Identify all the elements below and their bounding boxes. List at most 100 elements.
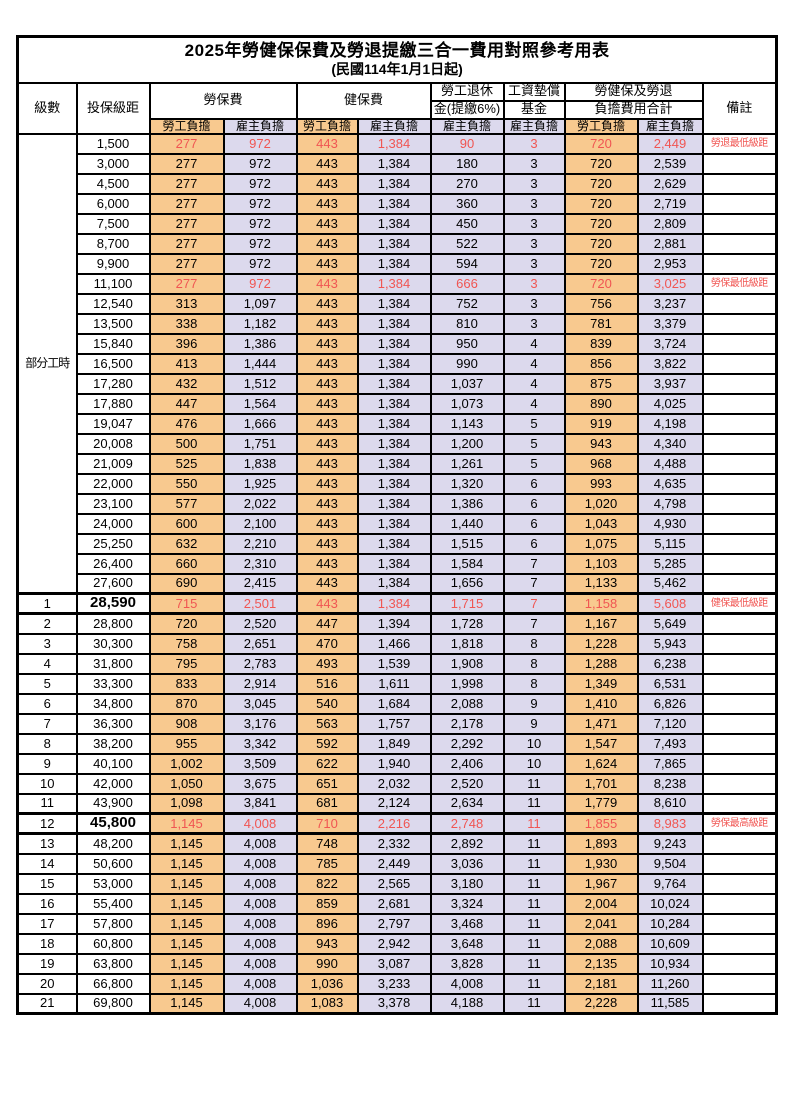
wage-fund-cell: 5 bbox=[502, 432, 566, 455]
labor-employer-cell: 972 bbox=[222, 252, 298, 275]
bracket-cell: 57,800 bbox=[75, 912, 151, 935]
total-employee-cell: 720 bbox=[563, 272, 639, 295]
health-employee-cell: 443 bbox=[295, 212, 359, 235]
labor-employer-cell: 2,210 bbox=[222, 532, 298, 555]
health-employee-cell: 443 bbox=[295, 352, 359, 375]
total-employer-cell: 8,983 bbox=[636, 812, 704, 836]
wage-fund-cell: 8 bbox=[502, 632, 566, 655]
level-cell: 8 bbox=[16, 732, 78, 755]
pension-cell: 1,320 bbox=[429, 472, 505, 495]
wage-fund-cell: 8 bbox=[502, 672, 566, 695]
total-employer-cell: 3,025 bbox=[636, 272, 704, 295]
note-cell bbox=[701, 452, 778, 475]
table-row: 5 33,300 833 2,914 516 1,611 1,998 8 1,349 6,531 bbox=[16, 672, 778, 695]
health-employer-cell: 1,940 bbox=[356, 752, 432, 775]
col-header-level: 級數 bbox=[16, 81, 78, 135]
bracket-cell: 23,100 bbox=[75, 492, 151, 515]
wage-fund-cell: 3 bbox=[502, 232, 566, 255]
health-employer-cell: 1,384 bbox=[356, 552, 432, 575]
labor-employer-cell: 2,501 bbox=[222, 592, 298, 616]
labor-employer-cell: 1,097 bbox=[222, 292, 298, 315]
pension-cell: 270 bbox=[429, 172, 505, 195]
wage-fund-cell: 11 bbox=[502, 952, 566, 975]
note-cell bbox=[701, 552, 778, 575]
bracket-cell: 19,047 bbox=[75, 412, 151, 435]
table-row: 4,500 277 972 443 1,384 270 3 720 2,629 bbox=[18, 172, 778, 195]
health-employee-cell: 516 bbox=[295, 672, 359, 695]
labor-employer-cell: 4,008 bbox=[222, 972, 298, 995]
total-employer-cell: 2,719 bbox=[636, 192, 704, 215]
table-row: 20,008 500 1,751 443 1,384 1,200 5 943 4,340 bbox=[18, 432, 778, 455]
wage-fund-cell: 6 bbox=[502, 512, 566, 535]
total-employee-cell: 1,133 bbox=[563, 572, 639, 595]
wage-fund-cell: 8 bbox=[502, 652, 566, 675]
pension-cell: 522 bbox=[429, 232, 505, 255]
table-row: 19,047 476 1,666 443 1,384 1,143 5 919 4,198 bbox=[18, 412, 778, 435]
pension-cell: 1,143 bbox=[429, 412, 505, 435]
note-cell: 勞退最低級距 bbox=[701, 132, 778, 155]
total-employee-cell: 2,004 bbox=[563, 892, 639, 915]
labor-employer-cell: 972 bbox=[222, 152, 298, 175]
total-employee-cell: 1,075 bbox=[563, 532, 639, 555]
health-employee-cell: 443 bbox=[295, 412, 359, 435]
table-row: 10 42,000 1,050 3,675 651 2,032 2,520 11 1,701 8,… bbox=[16, 772, 778, 795]
table-row: 2 28,800 720 2,520 447 1,394 1,728 7 1,167 5,649 bbox=[16, 612, 778, 635]
health-employee-cell: 681 bbox=[295, 792, 359, 815]
wage-fund-cell: 11 bbox=[502, 832, 566, 855]
pension-cell: 752 bbox=[429, 292, 505, 315]
note-cell bbox=[701, 652, 778, 675]
labor-employer-cell: 2,100 bbox=[222, 512, 298, 535]
bracket-cell: 15,840 bbox=[75, 332, 151, 355]
table-row: 11 43,900 1,098 3,841 681 2,124 2,634 11 1,779 8,… bbox=[16, 792, 778, 815]
table-row: 12,540 313 1,097 443 1,384 752 3 756 3,237 bbox=[18, 292, 778, 315]
total-employee-cell: 1,288 bbox=[563, 652, 639, 675]
health-employee-cell: 710 bbox=[295, 812, 359, 836]
pension-cell: 950 bbox=[429, 332, 505, 355]
note-cell bbox=[701, 252, 778, 275]
wage-fund-cell: 7 bbox=[502, 612, 566, 635]
table-row: 18 60,800 1,145 4,008 943 2,942 3,648 11 2,088 10… bbox=[16, 932, 778, 955]
health-employer-cell: 2,797 bbox=[356, 912, 432, 935]
total-employer-cell: 4,635 bbox=[636, 472, 704, 495]
health-employee-cell: 447 bbox=[295, 612, 359, 635]
table-row: 11,100 277 972 443 1,384 666 3 720 3,025 勞保最低級距 bbox=[18, 272, 778, 295]
health-employee-cell: 443 bbox=[295, 152, 359, 175]
health-employee-cell: 443 bbox=[295, 252, 359, 275]
total-employee-cell: 919 bbox=[563, 412, 639, 435]
health-employee-cell: 443 bbox=[295, 492, 359, 515]
header-row-groups-2: 金(提繳6%) 基金 負擔費用合計 bbox=[18, 99, 777, 120]
total-employer-cell: 3,724 bbox=[636, 332, 704, 355]
note-cell bbox=[701, 532, 778, 555]
note-cell bbox=[701, 952, 778, 975]
wage-fund-cell: 3 bbox=[502, 172, 566, 195]
note-cell bbox=[701, 932, 778, 955]
labor-employer-cell: 972 bbox=[222, 172, 298, 195]
health-employer-cell: 3,378 bbox=[356, 992, 432, 1015]
bracket-cell: 45,800 bbox=[75, 812, 151, 836]
labor-employee-cell: 413 bbox=[148, 352, 225, 375]
health-employee-cell: 592 bbox=[295, 732, 359, 755]
labor-employee-cell: 720 bbox=[148, 612, 225, 635]
labor-employer-cell: 1,666 bbox=[222, 412, 298, 435]
pension-cell: 2,406 bbox=[429, 752, 505, 775]
labor-employee-cell: 1,050 bbox=[148, 772, 225, 795]
level-cell: 2 bbox=[16, 612, 78, 635]
total-employee-cell: 1,547 bbox=[563, 732, 639, 755]
wage-fund-cell: 3 bbox=[502, 312, 566, 335]
bracket-cell: 13,500 bbox=[75, 312, 151, 335]
labor-employer-cell: 1,444 bbox=[222, 352, 298, 375]
level-cell: 20 bbox=[16, 972, 78, 995]
health-employee-cell: 443 bbox=[295, 232, 359, 255]
pension-cell: 4,008 bbox=[429, 972, 505, 995]
level-cell: 7 bbox=[16, 712, 78, 735]
pension-cell: 666 bbox=[429, 272, 505, 295]
total-employer-cell: 10,024 bbox=[636, 892, 704, 915]
subheader-health-employee: 勞工負擔 bbox=[295, 117, 359, 135]
total-employee-cell: 2,041 bbox=[563, 912, 639, 935]
health-employer-cell: 1,384 bbox=[356, 172, 432, 195]
total-employer-cell: 8,238 bbox=[636, 772, 704, 795]
labor-employee-cell: 396 bbox=[148, 332, 225, 355]
bracket-cell: 34,800 bbox=[75, 692, 151, 715]
labor-employee-cell: 1,145 bbox=[148, 812, 225, 836]
labor-employee-cell: 338 bbox=[148, 312, 225, 335]
